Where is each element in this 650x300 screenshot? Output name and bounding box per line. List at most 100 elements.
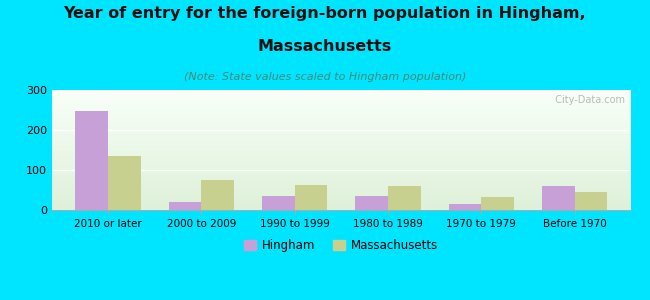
Bar: [52, 106, 630, 107]
Bar: [52, 112, 630, 113]
Bar: [52, 175, 630, 176]
Bar: [52, 134, 630, 136]
Bar: [52, 174, 630, 175]
Bar: [52, 118, 630, 119]
Bar: [52, 154, 630, 155]
Bar: [52, 145, 630, 146]
Bar: [52, 101, 630, 102]
Bar: [52, 181, 630, 182]
Bar: [52, 108, 630, 109]
Bar: [52, 150, 630, 151]
Bar: [52, 157, 630, 158]
Bar: [52, 194, 630, 196]
Bar: [52, 94, 630, 95]
Bar: [52, 162, 630, 163]
Bar: [52, 92, 630, 94]
Bar: [52, 126, 630, 127]
Bar: [52, 130, 630, 131]
Bar: [52, 137, 630, 138]
Bar: [575, 192, 607, 210]
Bar: [52, 142, 630, 143]
Bar: [52, 90, 630, 91]
Text: (Note: State values scaled to Hingham population): (Note: State values scaled to Hingham po…: [184, 72, 466, 82]
Bar: [52, 188, 630, 190]
Bar: [448, 204, 481, 210]
Bar: [52, 124, 630, 125]
Bar: [52, 139, 630, 140]
Bar: [52, 113, 630, 114]
Bar: [52, 199, 630, 200]
Bar: [52, 155, 630, 156]
Bar: [52, 100, 630, 101]
Bar: [52, 125, 630, 126]
Bar: [52, 131, 630, 132]
Bar: [52, 114, 630, 115]
Bar: [52, 166, 630, 167]
Bar: [75, 111, 108, 210]
Bar: [52, 152, 630, 154]
Bar: [52, 121, 630, 122]
Bar: [52, 191, 630, 192]
Bar: [52, 172, 630, 173]
Bar: [294, 185, 327, 210]
Bar: [202, 180, 234, 210]
Bar: [52, 119, 630, 120]
Bar: [52, 193, 630, 194]
Bar: [52, 120, 630, 121]
Bar: [262, 196, 294, 210]
Bar: [52, 202, 630, 203]
Bar: [52, 184, 630, 185]
Bar: [542, 186, 575, 210]
Bar: [52, 204, 630, 205]
Bar: [52, 156, 630, 157]
Bar: [52, 151, 630, 152]
Bar: [52, 205, 630, 206]
Bar: [52, 133, 630, 134]
Bar: [52, 208, 630, 209]
Bar: [52, 109, 630, 110]
Bar: [52, 197, 630, 198]
Bar: [52, 168, 630, 169]
Legend: Hingham, Massachusetts: Hingham, Massachusetts: [240, 235, 443, 257]
Bar: [52, 98, 630, 100]
Bar: [52, 103, 630, 104]
Bar: [52, 96, 630, 97]
Bar: [52, 160, 630, 161]
Bar: [52, 169, 630, 170]
Bar: [52, 149, 630, 150]
Text: Massachusetts: Massachusetts: [258, 39, 392, 54]
Bar: [52, 102, 630, 103]
Bar: [52, 167, 630, 168]
Bar: [388, 186, 421, 210]
Bar: [108, 156, 140, 210]
Bar: [52, 187, 630, 188]
Text: Year of entry for the foreign-born population in Hingham,: Year of entry for the foreign-born popul…: [64, 6, 586, 21]
Bar: [52, 136, 630, 137]
Bar: [168, 202, 202, 210]
Bar: [52, 115, 630, 116]
Bar: [52, 144, 630, 145]
Bar: [52, 140, 630, 142]
Bar: [52, 127, 630, 128]
Bar: [52, 132, 630, 133]
Bar: [52, 180, 630, 181]
Bar: [52, 95, 630, 96]
Bar: [52, 128, 630, 130]
Bar: [52, 209, 630, 210]
Text: City-Data.com: City-Data.com: [549, 95, 625, 105]
Bar: [52, 203, 630, 204]
Bar: [52, 107, 630, 108]
Bar: [52, 148, 630, 149]
Bar: [52, 200, 630, 202]
Bar: [52, 198, 630, 199]
Bar: [52, 206, 630, 208]
Bar: [52, 179, 630, 180]
Bar: [52, 163, 630, 164]
Bar: [52, 158, 630, 160]
Bar: [52, 97, 630, 98]
Bar: [52, 182, 630, 184]
Bar: [52, 161, 630, 162]
Bar: [52, 176, 630, 178]
Bar: [52, 138, 630, 139]
Bar: [52, 185, 630, 186]
